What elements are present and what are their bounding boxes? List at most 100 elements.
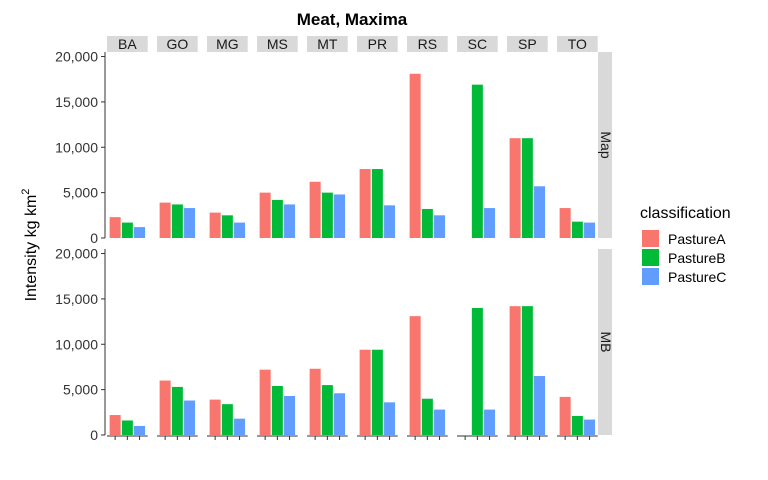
y-axes: 05,00010,00015,00020,00005,00010,00015,0…	[55, 49, 106, 443]
facet-strip-rs	[407, 36, 448, 52]
bar-mb-ba-pasturec	[134, 425, 146, 435]
x-axis-ticks	[107, 435, 598, 440]
bar-map-to-pasturec	[584, 222, 596, 238]
facet-strip-ms	[257, 36, 298, 52]
y-tick-label: 0	[90, 427, 98, 443]
bar-map-sc-pastureb	[471, 84, 483, 238]
bar-map-mg-pastureb	[221, 215, 233, 238]
y-tick-label: 10,000	[55, 139, 98, 155]
bar-mb-sc-pastureb	[471, 307, 483, 435]
bar-mb-to-pasturea	[559, 396, 571, 435]
bar-mb-to-pasturec	[584, 419, 596, 435]
bar-mb-rs-pasturea	[409, 316, 421, 435]
bar-map-ba-pasturea	[109, 217, 121, 238]
bar-mb-mg-pasturec	[234, 418, 246, 435]
facet-strip-sp	[507, 36, 548, 52]
bar-map-mt-pasturec	[334, 194, 346, 238]
bar-mb-sp-pastureb	[521, 306, 533, 435]
bar-mb-pr-pasturea	[359, 349, 371, 435]
row-strip-map	[598, 52, 612, 238]
bar-mb-ms-pasturea	[259, 369, 271, 435]
facet-strip-go	[157, 36, 198, 52]
bar-map-ba-pasturec	[134, 227, 146, 238]
facet-strip-label: TO	[568, 36, 587, 52]
bar-mb-ba-pasturea	[109, 415, 121, 435]
bar-mb-mg-pasturea	[209, 399, 221, 435]
facet-strip-mg	[207, 36, 248, 52]
bar-mb-go-pasturea	[159, 380, 171, 435]
bar-mb-mt-pasturea	[309, 368, 321, 435]
facet-panel	[557, 52, 598, 238]
y-tick-label: 15,000	[55, 94, 98, 110]
bar-map-mt-pastureb	[321, 192, 333, 238]
facet-strip-label: MS	[267, 36, 288, 52]
facet-panel	[107, 52, 148, 238]
facet-strip-label: SP	[518, 36, 537, 52]
bar-map-rs-pasturea	[409, 73, 421, 239]
row-strip-label: Map	[598, 131, 614, 158]
bar-map-pr-pasturea	[359, 169, 371, 238]
facet-strip-label: RS	[418, 36, 437, 52]
facet-panels: Map MB	[107, 52, 614, 435]
facet-strip-label: GO	[166, 36, 188, 52]
y-tick-label: 15,000	[55, 291, 98, 307]
bar-map-rs-pasturec	[434, 215, 446, 238]
facet-strip-to	[557, 36, 598, 52]
bar-map-ba-pastureb	[121, 222, 133, 238]
facet-panel	[107, 249, 148, 435]
bar-map-go-pastureb	[171, 204, 183, 238]
bar-map-ms-pastureb	[271, 199, 283, 238]
y-tick-label: 20,000	[55, 49, 98, 65]
row-strip-label: MB	[598, 332, 614, 353]
y-axis-title-text: Intensity kg km	[23, 195, 40, 302]
bar-map-ms-pasturec	[284, 204, 296, 238]
facet-strip-label: MT	[317, 36, 338, 52]
y-axis-title-superscript: 2	[20, 189, 32, 195]
legend: classification PastureA PastureB PastureC	[640, 205, 731, 285]
legend-label: PastureB	[668, 250, 726, 266]
facet-strip-label: PR	[368, 36, 387, 52]
legend-key-pastureb	[642, 249, 659, 266]
facet-strip-label: SC	[468, 36, 487, 52]
y-tick-label: 10,000	[55, 336, 98, 352]
bar-mb-rs-pasturec	[434, 409, 446, 435]
bar-mb-go-pastureb	[171, 386, 183, 435]
bar-mb-go-pasturec	[184, 400, 196, 435]
bar-mb-pr-pastureb	[371, 349, 383, 435]
bar-map-ms-pasturea	[259, 192, 271, 238]
bar-mb-pr-pasturec	[384, 402, 396, 435]
row-strip-mb	[598, 249, 612, 435]
facet-strip-mt	[307, 36, 348, 52]
bar-mb-to-pastureb	[571, 415, 583, 435]
bar-mb-sp-pasturea	[509, 306, 521, 435]
bar-map-sp-pasturec	[534, 186, 546, 238]
facet-strip-label: BA	[118, 36, 137, 52]
y-tick-label: 20,000	[55, 246, 98, 262]
legend-key-pasturec	[642, 268, 659, 285]
bar-map-pr-pasturec	[384, 205, 396, 238]
bar-mb-mg-pastureb	[221, 404, 233, 435]
bar-mb-ba-pastureb	[121, 420, 133, 435]
bar-map-go-pasturec	[184, 208, 196, 238]
y-tick-label: 5,000	[63, 185, 98, 201]
bar-map-rs-pastureb	[421, 208, 433, 238]
bar-map-to-pastureb	[571, 221, 583, 238]
legend-key-pasturea	[642, 230, 659, 247]
facet-strip-pr	[357, 36, 398, 52]
column-strips: BA GO MG MS MT PR RS SC SP TO	[107, 36, 598, 52]
y-axis-title: Intensity kg km2	[20, 189, 40, 302]
bar-mb-sc-pasturec	[484, 409, 496, 435]
facet-panel	[207, 52, 248, 238]
bar-mb-sp-pasturec	[534, 376, 546, 435]
bar-mb-ms-pastureb	[271, 386, 283, 435]
y-tick-label: 5,000	[63, 382, 98, 398]
bar-map-mg-pasturec	[234, 222, 246, 238]
facet-strip-ba	[107, 36, 148, 52]
bar-map-mt-pasturea	[309, 181, 321, 238]
legend-label: PastureC	[668, 269, 726, 285]
y-tick-label: 0	[90, 230, 98, 246]
bar-map-sp-pastureb	[521, 138, 533, 238]
bar-map-sp-pasturea	[509, 138, 521, 238]
bar-mb-mt-pastureb	[321, 385, 333, 435]
